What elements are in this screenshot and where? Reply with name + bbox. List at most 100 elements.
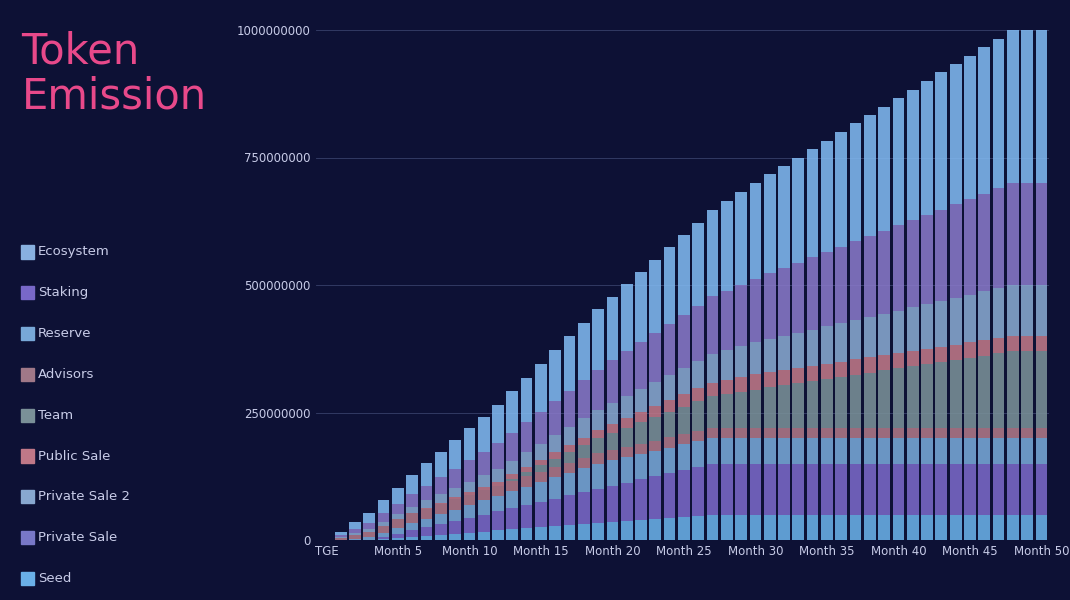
Bar — [850, 124, 861, 241]
Bar — [521, 476, 533, 487]
Bar — [335, 535, 347, 537]
Bar — [592, 454, 603, 463]
Bar — [692, 223, 704, 305]
Bar — [449, 440, 461, 469]
Bar — [692, 401, 704, 431]
Bar — [378, 500, 389, 513]
Bar — [407, 530, 418, 537]
Bar — [978, 438, 990, 463]
Bar — [678, 368, 690, 394]
Bar — [907, 428, 919, 438]
Bar — [1021, 428, 1033, 438]
Bar — [378, 526, 389, 533]
Bar — [935, 362, 947, 428]
Bar — [978, 514, 990, 540]
Bar — [649, 406, 661, 417]
Bar — [1007, 336, 1019, 351]
Bar — [750, 463, 761, 514]
Bar — [950, 204, 962, 298]
Bar — [878, 231, 890, 314]
Bar — [636, 412, 647, 422]
Bar — [378, 521, 389, 526]
Text: Advisors: Advisors — [37, 368, 94, 381]
Bar — [935, 301, 947, 347]
Bar — [1021, 514, 1033, 540]
Bar — [878, 107, 890, 231]
Bar — [764, 175, 776, 274]
Bar — [907, 463, 919, 514]
Bar — [392, 503, 403, 514]
Bar — [549, 435, 561, 452]
Bar — [506, 475, 518, 479]
Bar — [663, 448, 675, 473]
Bar — [521, 487, 533, 505]
Bar — [607, 403, 618, 424]
Bar — [636, 444, 647, 454]
Bar — [692, 431, 704, 441]
Bar — [1007, 438, 1019, 463]
Bar — [449, 499, 461, 509]
Bar — [706, 296, 718, 354]
Bar — [807, 329, 819, 366]
Bar — [778, 370, 790, 385]
Bar — [750, 514, 761, 540]
Bar — [549, 452, 561, 458]
Bar — [549, 467, 561, 478]
Bar — [807, 438, 819, 463]
Bar — [506, 491, 518, 508]
Bar — [578, 437, 590, 445]
Bar — [692, 467, 704, 515]
Bar — [592, 309, 603, 370]
Bar — [564, 337, 576, 391]
Bar — [364, 513, 376, 523]
Bar — [649, 451, 661, 476]
Bar — [892, 428, 904, 438]
Bar — [964, 438, 976, 463]
Bar — [993, 438, 1005, 463]
Bar — [1036, 428, 1048, 438]
Bar — [478, 532, 490, 540]
Bar — [506, 529, 518, 540]
Bar — [735, 377, 747, 392]
Bar — [407, 507, 418, 513]
Bar — [1036, 285, 1048, 336]
Bar — [921, 463, 933, 514]
Bar — [478, 490, 490, 500]
Bar — [863, 317, 875, 357]
Bar — [1007, 351, 1019, 428]
Bar — [750, 343, 761, 374]
Bar — [535, 460, 547, 466]
Bar — [836, 247, 847, 323]
Bar — [1036, 30, 1048, 183]
Bar — [950, 64, 962, 204]
Bar — [392, 488, 403, 503]
Bar — [636, 454, 647, 479]
Bar — [935, 347, 947, 362]
Bar — [793, 463, 805, 514]
Bar — [706, 463, 718, 514]
Bar — [492, 530, 504, 540]
Bar — [421, 485, 432, 500]
Bar — [564, 391, 576, 427]
Bar — [706, 438, 718, 463]
Bar — [449, 521, 461, 533]
Bar — [521, 529, 533, 540]
Bar — [678, 445, 690, 470]
Bar — [392, 520, 403, 528]
Bar — [578, 323, 590, 380]
Bar — [607, 361, 618, 403]
Bar — [364, 523, 376, 529]
Bar — [1036, 438, 1048, 463]
Bar — [607, 424, 618, 433]
Bar — [535, 466, 547, 472]
Bar — [821, 326, 832, 364]
Bar — [793, 157, 805, 263]
Bar — [636, 342, 647, 389]
Bar — [721, 514, 733, 540]
Bar — [463, 505, 475, 518]
Bar — [921, 438, 933, 463]
Bar — [1007, 463, 1019, 514]
Bar — [678, 517, 690, 540]
Bar — [578, 418, 590, 437]
Bar — [621, 521, 632, 540]
